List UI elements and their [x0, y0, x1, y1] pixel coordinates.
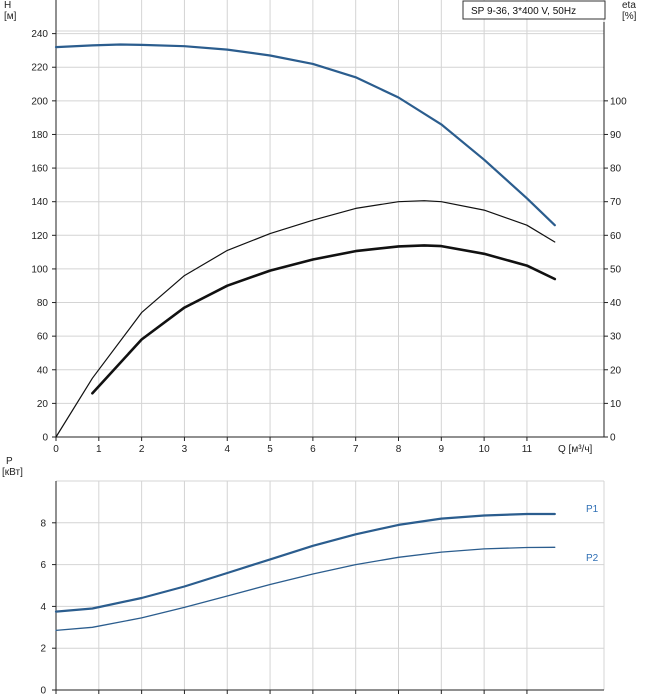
h-axis-label-line2: [м] — [4, 11, 17, 22]
top-grid — [56, 0, 605, 437]
series-p1 — [54, 512, 556, 613]
h-axis-tick-label: 60 — [37, 332, 49, 343]
h-axis-tick-label: 200 — [31, 96, 48, 107]
bottom-axes: 0 2 4 6 8 — [40, 481, 604, 697]
h-axis-tick-label: 160 — [31, 164, 48, 175]
h-axis-tick-label: 120 — [31, 231, 48, 242]
eta-axis-tick-label: 50 — [610, 264, 622, 275]
h-axis-tick-label: 240 — [31, 29, 48, 40]
h-axis-tick-label: 80 — [37, 298, 49, 309]
eta-axis-label-line1: eta — [622, 0, 636, 11]
series-label-p2: P2 — [586, 553, 599, 564]
q-axis-tick-label: 2 — [139, 444, 145, 455]
h-axis-tick-label: 220 — [31, 63, 48, 74]
q-axis-tick-label: 3 — [182, 444, 188, 455]
series-eta_total — [91, 244, 557, 395]
eta-axis-tick-label: 70 — [610, 197, 622, 208]
p-axis-tick-label: 8 — [40, 518, 46, 529]
eta-axis-tick-label: 0 — [610, 433, 616, 444]
eta-axis-tick-label: 80 — [610, 164, 622, 175]
eta-axis-label-line2: [%] — [622, 11, 637, 22]
q-axis-tick-label: 7 — [353, 444, 359, 455]
q-axis-tick-label: 10 — [479, 444, 491, 455]
eta-axis-tick-label: 60 — [610, 231, 622, 242]
h-axis-tick-label: 100 — [31, 264, 48, 275]
p-axis-label-line1: P — [6, 456, 13, 467]
series-p2 — [55, 546, 556, 632]
bottom-series — [54, 512, 556, 632]
eta-axis-tick-label: 40 — [610, 298, 622, 309]
h-axis-tick-label: 20 — [37, 399, 49, 410]
eta-axis-tick-label: 100 — [610, 96, 627, 107]
q-axis-tick-label: 5 — [267, 444, 273, 455]
top-series — [54, 43, 557, 438]
head-efficiency-panel: 0204060801001201401601802002202400102030… — [4, 0, 637, 455]
eta-axis-tick-label: 30 — [610, 332, 622, 343]
p-axis-tick-label: 0 — [40, 686, 46, 697]
series-label-p1: P1 — [586, 504, 599, 515]
series-H — [54, 43, 556, 227]
bottom-grid — [56, 480, 605, 690]
h-axis-label-line1: H — [4, 0, 11, 11]
p-axis-tick-label: 4 — [40, 602, 46, 613]
p-axis-label-line2: [кВт] — [2, 467, 23, 478]
q-axis-label: Q [м³/ч] — [558, 444, 593, 455]
legend-box-text: SP 9-36, 3*400 V, 50Hz — [471, 6, 576, 17]
h-axis-tick-label: 180 — [31, 130, 48, 141]
q-axis-tick-label: 11 — [522, 444, 533, 455]
p-axis-tick-label: 6 — [40, 560, 46, 571]
q-axis-tick-label: 0 — [53, 444, 59, 455]
q-axis-tick-label: 8 — [396, 444, 402, 455]
q-axis-tick-label: 6 — [310, 444, 316, 455]
eta-axis-tick-label: 20 — [610, 365, 622, 376]
eta-axis-tick-label: 90 — [610, 130, 622, 141]
q-axis-tick-label: 4 — [224, 444, 230, 455]
h-axis-tick-label: 140 — [31, 197, 48, 208]
q-axis-tick-label: 9 — [439, 444, 445, 455]
p-axis-tick-label: 2 — [40, 644, 46, 655]
power-panel: 0 2 4 6 8 P [кВт] P1 P2 — [2, 456, 605, 697]
eta-axis-tick-label: 10 — [610, 399, 622, 410]
h-axis-tick-label: 0 — [42, 433, 48, 444]
legend-box — [462, 0, 606, 20]
series-eta_pump — [55, 200, 556, 438]
q-axis-tick-label: 1 — [96, 444, 102, 455]
h-axis-tick-label: 40 — [37, 365, 49, 376]
top-axes: 0204060801001201401601802002202400102030… — [31, 0, 627, 455]
